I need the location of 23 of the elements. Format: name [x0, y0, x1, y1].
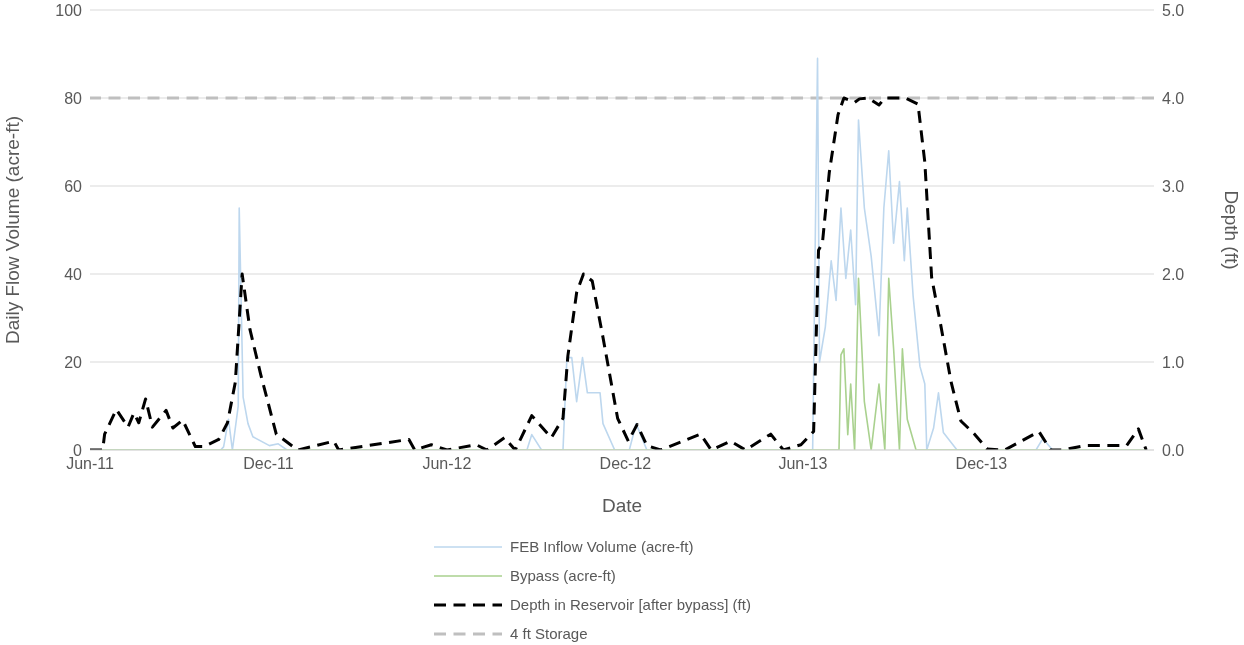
y2-axis-title: Depth (ft)	[1221, 190, 1243, 270]
x-axis-title: Date	[601, 495, 643, 516]
y-axis-title: Daily Flow Volume (acre-ft)	[1, 115, 23, 345]
y2-tick-label: 4.0	[1162, 89, 1185, 107]
x-tick-label: Dec-13	[955, 455, 1008, 473]
legend-label: Depth in Reservoir [after bypass] (ft)	[510, 596, 751, 613]
y2-tick-label: 2.0	[1162, 265, 1185, 283]
y-tick-label: 80	[64, 89, 83, 107]
x-tick-label: Dec-11	[243, 455, 294, 473]
y2-tick-label: 0.0	[1162, 441, 1185, 459]
legend-label: Bypass (acre-ft)	[510, 567, 616, 584]
y2-tick-label: 3.0	[1162, 177, 1185, 195]
x-tick-label: Jun-13	[778, 455, 828, 473]
x-tick-label: Jun-12	[422, 455, 472, 473]
legend-label: FEB Inflow Volume (acre-ft)	[510, 538, 694, 555]
legend-label: 4 ft Storage	[510, 625, 588, 642]
y-tick-label: 40	[64, 265, 83, 283]
y2-tick-label: 1.0	[1162, 353, 1185, 371]
y-tick-label: 60	[64, 177, 83, 195]
y-tick-label: 100	[55, 1, 83, 19]
x-tick-label: Dec-12	[599, 455, 652, 473]
y2-tick-label: 5.0	[1162, 1, 1185, 19]
y-tick-label: 20	[64, 353, 83, 371]
